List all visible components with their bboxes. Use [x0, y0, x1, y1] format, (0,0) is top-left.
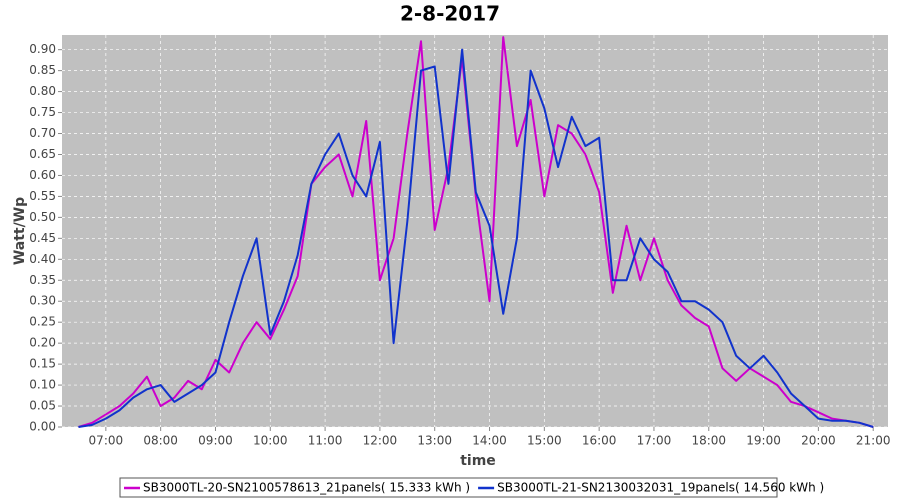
- x-tick-label: 19:00: [746, 434, 781, 448]
- plot-area: [62, 35, 888, 427]
- y-tick-label: 0.05: [29, 399, 56, 413]
- x-tick-label: 20:00: [801, 434, 836, 448]
- y-tick-label: 0.75: [29, 105, 56, 119]
- x-tick-label: 08:00: [143, 434, 178, 448]
- y-tick-label: 0.60: [29, 168, 56, 182]
- legend-label: SB3000TL-20-SN2100578613_21panels( 15.33…: [143, 481, 470, 495]
- y-tick-label: 0.10: [29, 378, 56, 392]
- x-tick-label: 10:00: [253, 434, 288, 448]
- x-tick-label: 15:00: [527, 434, 562, 448]
- x-tick-label: 21:00: [856, 434, 891, 448]
- x-tick-label: 17:00: [637, 434, 672, 448]
- y-tick-label: 0.15: [29, 357, 56, 371]
- y-tick-label: 0.80: [29, 84, 56, 98]
- x-axis-label: time: [460, 453, 496, 469]
- x-tick-label: 18:00: [691, 434, 726, 448]
- y-tick-label: 0.00: [29, 420, 56, 434]
- series-line: [78, 36, 874, 428]
- y-tick-label: 0.65: [29, 147, 56, 161]
- y-tick-label: 0.70: [29, 126, 56, 140]
- y-tick-label: 0.35: [29, 273, 56, 287]
- y-tick-label: 0.25: [29, 315, 56, 329]
- y-tick-label: 0.85: [29, 63, 56, 77]
- y-tick-label: 0.45: [29, 231, 56, 245]
- x-tick-label: 09:00: [198, 434, 233, 448]
- y-tick-label: 0.90: [29, 42, 56, 56]
- y-tick-label: 0.40: [29, 252, 56, 266]
- legend-box: [119, 477, 778, 498]
- chart-title: 2-8-2017: [400, 2, 500, 26]
- x-tick-label: 14:00: [472, 434, 507, 448]
- x-tick-label: 16:00: [582, 434, 617, 448]
- series-line: [78, 48, 874, 428]
- y-tick-label: 0.55: [29, 189, 56, 203]
- x-tick-label: 11:00: [308, 434, 343, 448]
- x-tick-label: 07:00: [89, 434, 124, 448]
- y-axis-label: Watt/Wp: [12, 197, 28, 265]
- x-tick-label: 12:00: [363, 434, 398, 448]
- legend-label: SB3000TL-21-SN2130032031_19panels( 14.56…: [497, 481, 824, 495]
- y-tick-label: 0.30: [29, 294, 56, 308]
- x-tick-label: 13:00: [417, 434, 452, 448]
- y-tick-label: 0.50: [29, 210, 56, 224]
- y-tick-label: 0.20: [29, 336, 56, 350]
